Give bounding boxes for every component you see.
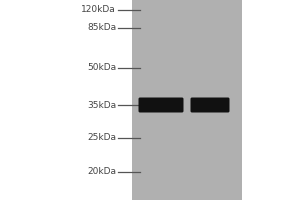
Text: 25kDa: 25kDa (87, 134, 116, 142)
FancyBboxPatch shape (190, 98, 230, 112)
FancyBboxPatch shape (139, 98, 184, 112)
Bar (132, 0, 242, 200)
Text: 50kDa: 50kDa (87, 64, 116, 72)
Text: 85kDa: 85kDa (87, 23, 116, 32)
Text: 35kDa: 35kDa (87, 100, 116, 110)
Text: 20kDa: 20kDa (87, 168, 116, 176)
Text: 120kDa: 120kDa (81, 5, 116, 15)
